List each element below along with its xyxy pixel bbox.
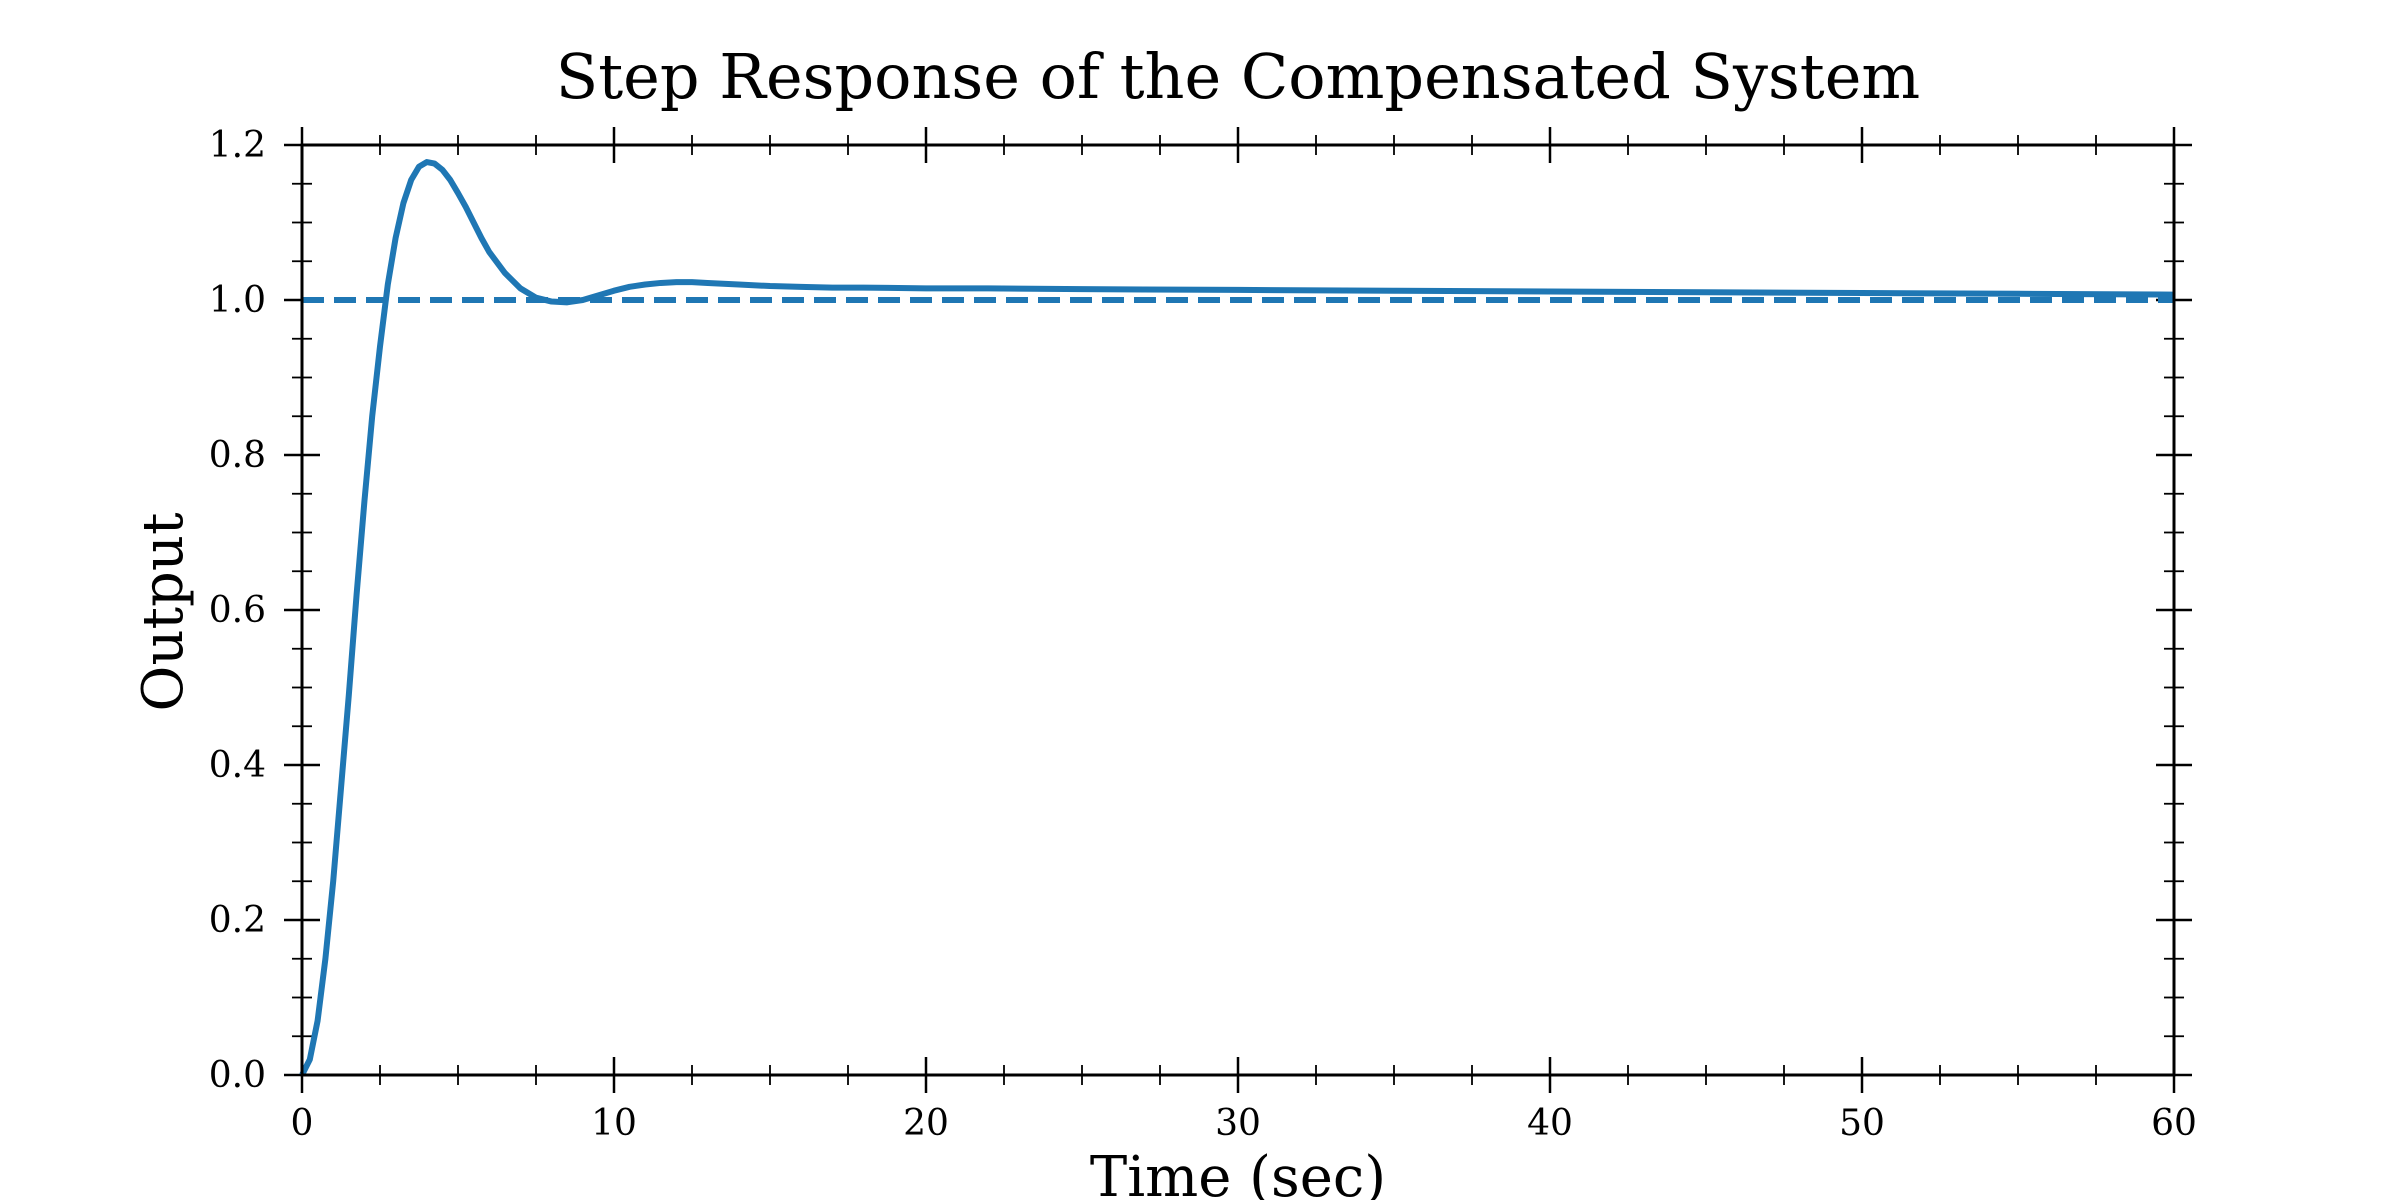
x-tick-label: 40 [1527,1103,1573,1144]
y-axis-label: Output [131,512,196,711]
y-tick-label: 0.2 [209,900,266,941]
chart-title: Step Response of the Compensated System [556,40,1920,113]
y-tick-label: 0.6 [209,590,266,631]
y-tick-label: 1.2 [209,125,266,166]
x-tick-label: 30 [1215,1103,1261,1144]
x-tick-label: 20 [903,1103,949,1144]
x-axis-label: Time (sec) [1090,1145,1386,1200]
x-tick-label: 10 [591,1103,637,1144]
y-tick-label: 0.8 [209,435,266,476]
x-tick-label: 0 [291,1103,314,1144]
y-tick-label: 0.0 [209,1055,266,1096]
plot-series [299,159,2175,1077]
y-tick-label: 0.4 [209,745,266,786]
x-tick-label: 50 [1839,1103,1885,1144]
x-tick-label: 60 [2151,1103,2197,1144]
tick-labels: 0 10 20 30 40 50 60 0.0 0.2 0.4 0.6 0.8 1.0 1.2 [209,125,2197,1144]
plot-frame [300,143,2176,1077]
axis-ticks [284,127,2192,1093]
y-tick-label: 1.0 [209,280,266,321]
